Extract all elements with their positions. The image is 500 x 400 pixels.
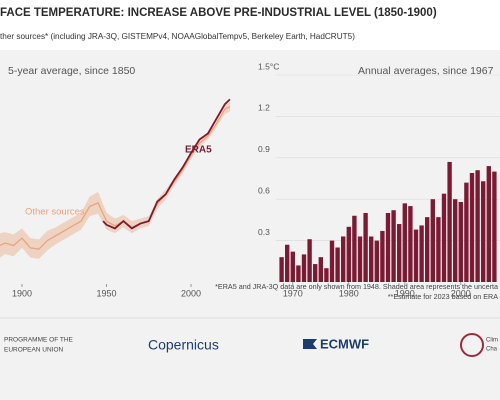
bar — [329, 240, 335, 282]
bar — [279, 257, 284, 282]
subtitle: ther sources* (including JRA-3Q, GISTEMP… — [0, 32, 355, 41]
bar — [430, 199, 435, 282]
bar — [318, 257, 323, 282]
title: FACE TEMPERATURE: INCREASE ABOVE PRE-IND… — [0, 7, 437, 19]
bar — [475, 170, 480, 282]
bar — [481, 181, 486, 282]
c3s-text: Cha — [486, 347, 498, 353]
bar — [341, 236, 346, 282]
bar — [425, 217, 430, 282]
c3s-icon — [460, 333, 484, 357]
bar — [413, 229, 419, 282]
series-label: ERA5 — [185, 145, 212, 156]
y-tick-label: 0.6 — [258, 185, 270, 195]
x-tick-label: 1900 — [12, 288, 32, 298]
bar — [469, 172, 475, 282]
bar — [307, 239, 312, 282]
bar — [492, 171, 497, 282]
bar — [458, 201, 463, 282]
bar — [357, 236, 363, 282]
bar — [369, 236, 374, 282]
bar — [453, 199, 458, 282]
bar — [385, 213, 391, 282]
bar — [290, 251, 295, 282]
bar — [441, 193, 447, 282]
bar — [402, 203, 407, 282]
bar — [374, 240, 379, 282]
y-tick-label: 1.2 — [258, 103, 270, 113]
bar — [464, 182, 469, 282]
bar — [335, 247, 340, 282]
footnote: *ERA5 and JRA-3Q data are only shown fro… — [215, 282, 498, 291]
ecmwf-logo: ECMWF — [320, 336, 369, 351]
bar — [380, 230, 385, 282]
series-label: Other sources — [25, 207, 85, 218]
panel-title: 5-year average, since 1850 — [8, 65, 135, 77]
x-tick-label: 1980 — [339, 288, 359, 298]
y-tick-label: 1.5°C — [258, 61, 279, 71]
ecmwf-icon — [303, 339, 317, 349]
bar — [447, 161, 452, 282]
series-line — [102, 98, 231, 230]
header-bg — [0, 0, 500, 50]
bar — [346, 226, 351, 282]
y-tick-label: 0.3 — [258, 227, 270, 237]
bar — [301, 254, 307, 282]
bar — [363, 213, 368, 282]
uncertainty-band — [0, 101, 230, 259]
bar — [408, 206, 413, 282]
bar — [313, 264, 318, 282]
copernicus-logo: Copernicus — [148, 337, 219, 353]
bar — [486, 166, 491, 282]
bar — [296, 265, 301, 282]
eu-text: EUROPEAN UNION — [4, 347, 64, 354]
c3s-text: Clim — [486, 338, 498, 344]
x-tick-label: 2000 — [181, 288, 201, 298]
x-tick-label: 1990 — [395, 288, 415, 298]
eu-text: PROGRAMME OF THE — [4, 337, 74, 344]
bar — [352, 215, 357, 282]
bar — [285, 244, 290, 282]
bar — [391, 210, 396, 282]
bar — [436, 217, 441, 282]
x-tick-label: 2000 — [451, 288, 471, 298]
x-tick-label: 1970 — [283, 288, 303, 298]
bar — [419, 225, 424, 282]
panel-title: Annual averages, since 1967 — [358, 65, 494, 77]
x-tick-label: 1950 — [96, 288, 116, 298]
bar — [324, 268, 329, 282]
footnote: **Estimate for 2023 based on ERA — [388, 292, 498, 301]
bar — [397, 224, 402, 282]
y-tick-label: 0.9 — [258, 144, 270, 154]
series-line — [0, 106, 231, 250]
